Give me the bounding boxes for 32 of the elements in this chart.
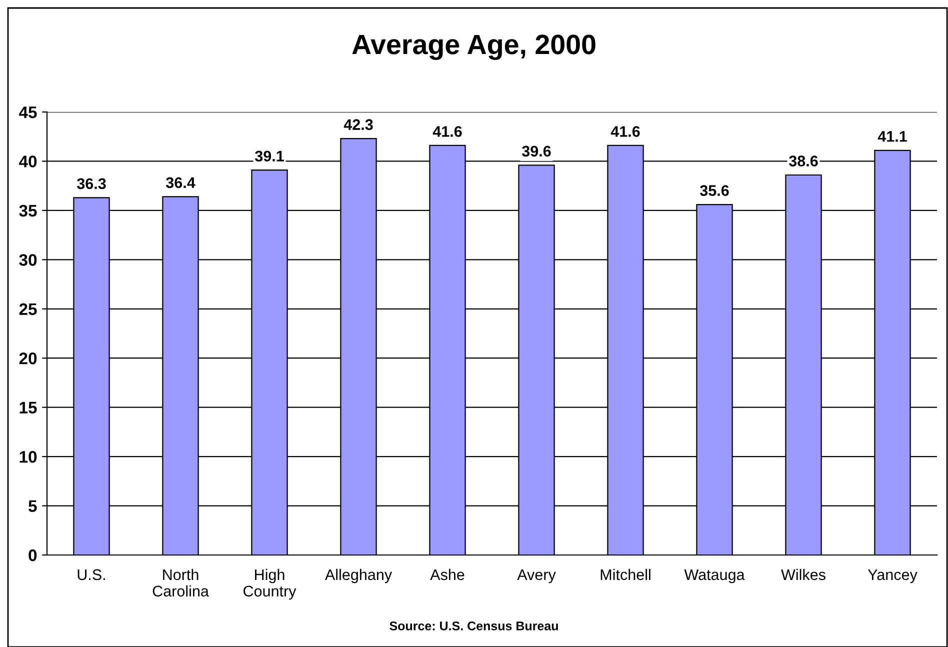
x-tick-label: Alleghany	[324, 568, 392, 584]
source-note: Source: U.S. Census Bureau	[390, 622, 558, 630]
y-tick-label: 5	[28, 500, 37, 512]
x-tick-label: Mitchell	[600, 568, 650, 580]
chart-title: Average Age, 2000	[352, 34, 596, 60]
data-label: 39.1	[254, 150, 284, 162]
data-label: 36.4	[166, 177, 196, 188]
x-tick-label: Ashe	[430, 568, 464, 580]
data-label: 38.6	[788, 156, 818, 166]
x-tick-label: Wilkes	[781, 568, 826, 580]
data-label: 41.1	[878, 131, 907, 142]
data-label: 35.6	[700, 185, 729, 196]
data-label: 41.6	[432, 126, 462, 137]
data-label: 39.6	[522, 146, 551, 157]
x-tick-label: Watauga	[684, 569, 745, 584]
x-tick-label: Avery	[517, 569, 556, 584]
x-tick-label: Yancey	[868, 569, 918, 584]
y-tick-label: 10	[20, 450, 37, 463]
y-tick-label: 30	[19, 254, 37, 266]
y-tick-label: 40	[18, 156, 37, 168]
data-label: 36.3	[76, 178, 106, 190]
y-tick-label: 0	[28, 549, 37, 562]
y-tick-label: 15	[20, 402, 37, 414]
y-tick-label: 25	[19, 303, 37, 316]
y-tick-label: 45	[18, 106, 37, 118]
x-tick-label: North Carolina	[152, 568, 209, 597]
x-tick-label: High Country	[244, 568, 296, 600]
x-tick-label: U.S.	[78, 569, 105, 580]
y-tick-label: 20	[19, 352, 37, 364]
y-tick-label: 35	[19, 204, 37, 217]
data-label: 42.3	[344, 119, 373, 130]
data-label: 41.6	[610, 126, 640, 137]
